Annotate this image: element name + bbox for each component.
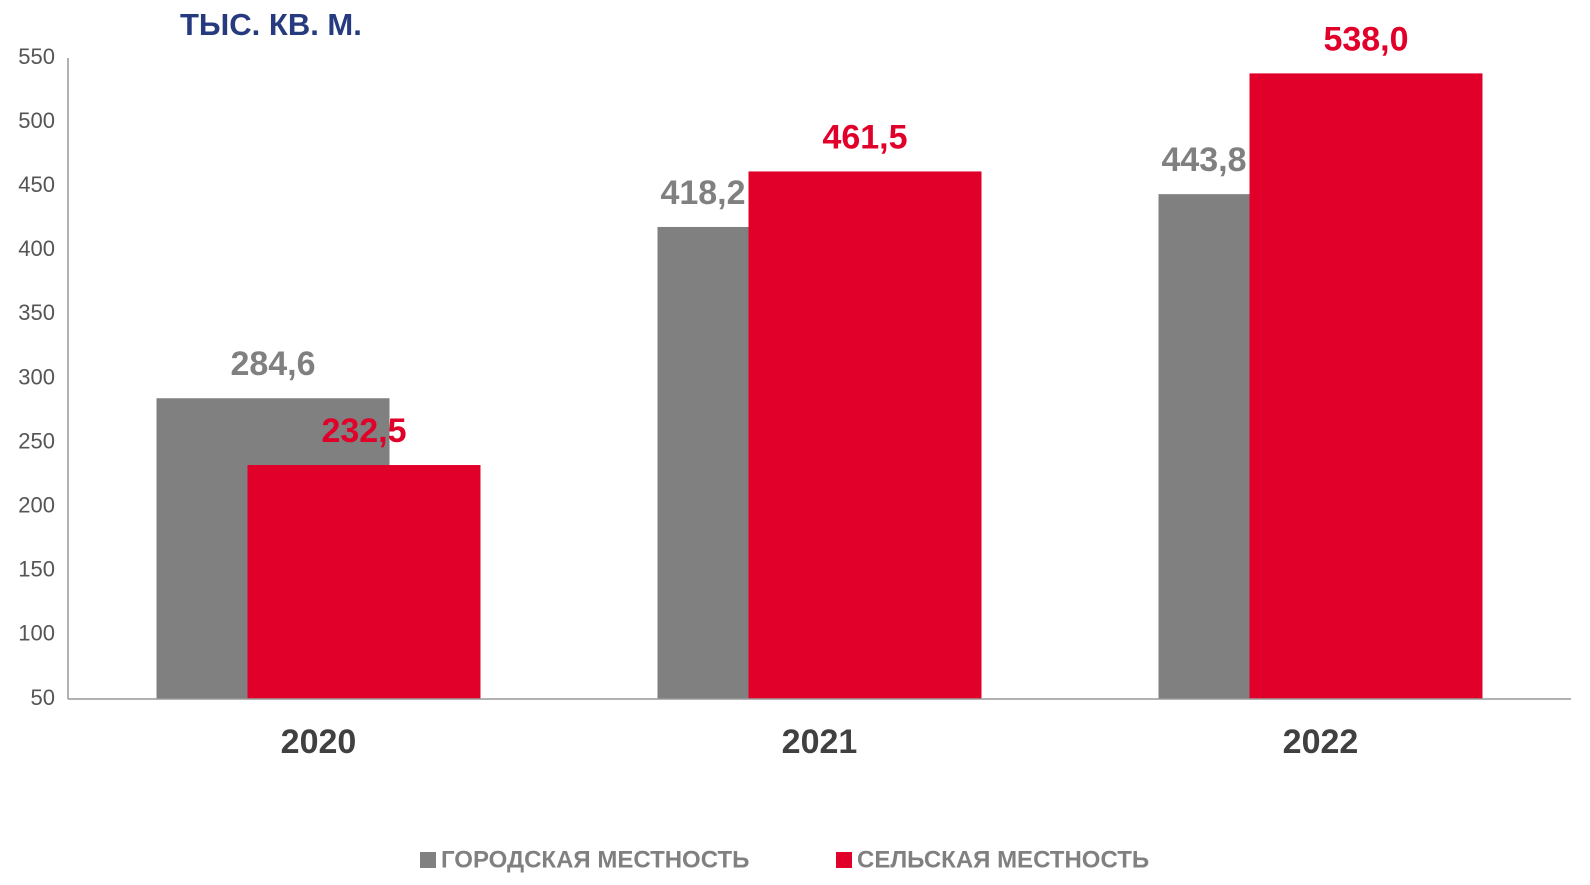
- y-tick-label: 250: [18, 428, 55, 453]
- x-tick-label: 2022: [1283, 723, 1359, 761]
- bar: [247, 465, 481, 699]
- y-tick-label: 50: [31, 685, 55, 710]
- y-tick-label: 450: [18, 172, 55, 197]
- legend-swatch: [836, 852, 852, 868]
- y-tick-label: 400: [18, 236, 55, 261]
- x-tick-label: 2021: [782, 723, 858, 761]
- bar: [1249, 73, 1483, 699]
- data-label: 284,6: [230, 345, 315, 383]
- x-tick-label: 2020: [281, 723, 357, 761]
- legend-label: СЕЛЬСКАЯ МЕСТНОСТЬ: [857, 846, 1149, 873]
- legend-label: ГОРОДСКАЯ МЕСТНОСТЬ: [441, 846, 749, 873]
- data-label: 443,8: [1161, 141, 1246, 179]
- data-label: 232,5: [321, 412, 406, 450]
- y-tick-label: 200: [18, 493, 55, 518]
- y-tick-label: 300: [18, 364, 55, 389]
- bar: [748, 171, 982, 699]
- y-tick-label: 500: [18, 108, 55, 133]
- data-label: 461,5: [822, 118, 907, 156]
- y-tick-label: 150: [18, 557, 55, 582]
- data-label: 538,0: [1323, 20, 1408, 58]
- legend-swatch: [420, 852, 436, 868]
- chart-title: ТЫС. КВ. М.: [180, 7, 362, 42]
- y-tick-label: 550: [18, 44, 55, 69]
- data-label: 418,2: [660, 174, 745, 212]
- y-tick-label: 100: [18, 621, 55, 646]
- y-tick-label: 350: [18, 300, 55, 325]
